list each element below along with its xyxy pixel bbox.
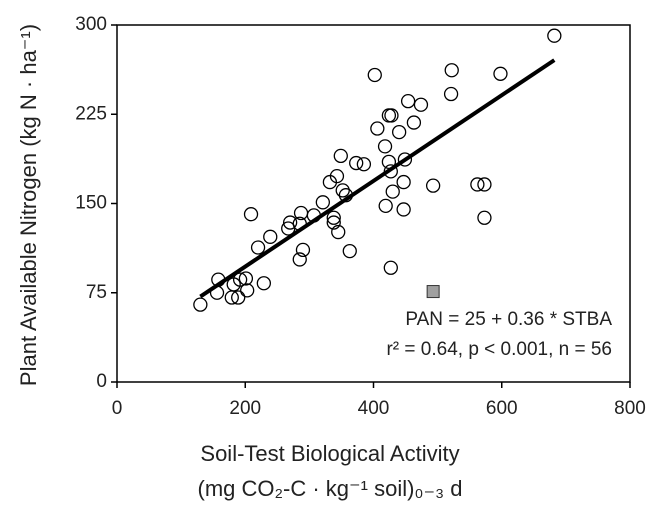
point [342,243,357,259]
point [470,177,485,192]
point [391,124,407,140]
x-tick-label: 800 [614,398,646,419]
point [356,157,372,172]
point [329,168,345,184]
point [243,207,259,222]
point [240,283,255,298]
point [292,252,307,267]
point [377,139,393,154]
y-tick-label: 150 [75,193,107,214]
point [443,86,459,102]
point [384,108,399,123]
y-tick-label: 225 [75,103,107,124]
point [493,66,508,81]
y-axis-label: Plant Available Nitrogen (kg N · ha⁻¹) [16,24,41,386]
annotation: PAN = 25 + 0.36 * STBA [405,309,612,330]
annotation: r² = 0.64, p < 0.001, n = 56 [386,339,612,360]
point [425,178,441,193]
point [370,121,385,136]
point [238,271,254,286]
point-square [426,285,440,299]
point [209,285,225,300]
point [193,297,208,312]
point [547,28,562,43]
point [338,188,354,203]
point [263,229,278,244]
point [444,63,459,78]
y-tick-label: 75 [86,282,107,303]
point [406,115,422,130]
point [413,97,429,112]
point [477,177,492,192]
point [385,184,400,199]
point [326,215,341,230]
point [367,67,382,83]
point [477,210,492,225]
point [333,148,348,164]
x-tick-label: 600 [486,398,518,419]
point [378,198,393,214]
point [326,210,341,225]
point [397,152,413,167]
point [315,195,330,210]
point [383,260,398,275]
point [256,276,271,291]
point [306,208,322,223]
x-tick-label: 0 [112,398,123,419]
x-tick-label: 200 [229,398,261,419]
point [295,242,311,258]
trend-line [199,58,556,299]
y-tick-label: 0 [96,371,107,392]
y-tick-label: 300 [75,14,107,35]
point [381,154,397,170]
x-tick-label: 400 [358,398,390,419]
point [383,164,398,179]
point [349,155,364,171]
x-axis-label: Soil-Test Biological Activity [200,441,459,466]
point [232,272,248,287]
point [250,240,266,255]
point [396,174,411,190]
point [231,290,246,305]
point [282,215,298,230]
point [292,216,307,231]
point [396,202,411,217]
point [331,224,346,240]
point [335,183,350,198]
point [400,94,416,109]
x-axis-label-units: (mg CO₂-C · kg⁻¹ soil)₀₋₃ d [198,476,463,501]
